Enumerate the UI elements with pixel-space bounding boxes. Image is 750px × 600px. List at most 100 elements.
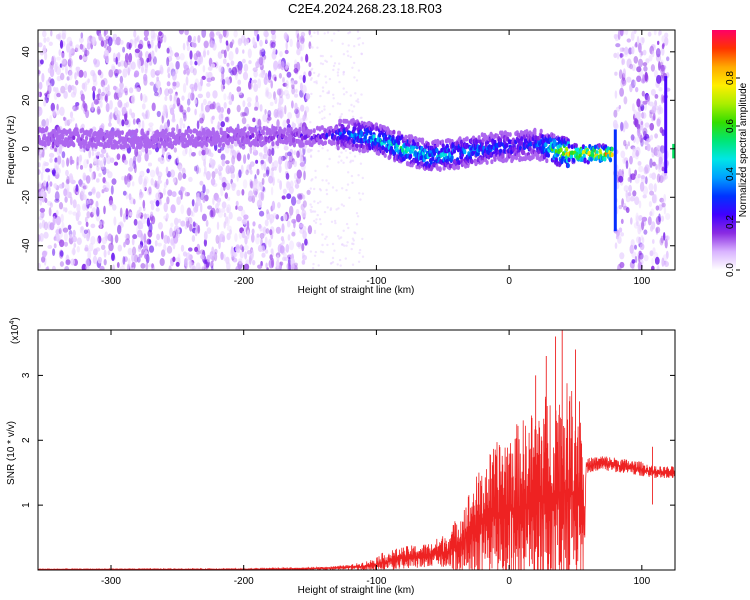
noise-cell: [278, 109, 285, 119]
noise-cell: [47, 185, 51, 194]
signal-cell: [190, 134, 195, 140]
noise-cell: [230, 145, 234, 154]
snr-panel: -300 -200 -100 0 100 123 Height of straight …: [6, 317, 676, 596]
noise-cell: [246, 250, 252, 255]
noise-cell: [187, 92, 193, 101]
noise-cell: [61, 58, 67, 65]
noise-cell: [174, 94, 178, 100]
noise-cell: [237, 205, 244, 212]
noise-cell: [54, 61, 59, 69]
noise-cell: [191, 199, 195, 207]
noise-cell: [105, 86, 108, 93]
noise-cell: [295, 30, 299, 39]
noise-cell: [82, 56, 88, 61]
noise-cell: [56, 92, 61, 98]
noise-cell: [228, 67, 232, 74]
noise-cell: [108, 69, 114, 78]
signal-cell: [475, 139, 479, 145]
noise-cell: [316, 213, 319, 217]
signal-cell: [406, 146, 410, 152]
noise-cell: [650, 147, 654, 153]
signal-cell: [487, 154, 491, 160]
signal-cell: [61, 134, 65, 140]
noise-cell: [122, 68, 128, 78]
noise-cell: [321, 62, 325, 66]
noise-cell: [345, 188, 348, 192]
signal-cell: [254, 136, 258, 142]
noise-cell: [356, 98, 360, 101]
signal-cell: [450, 155, 454, 160]
noise-cell: [252, 117, 256, 123]
colorbar-tick-label: 0.6: [725, 119, 736, 133]
noise-cell: [126, 263, 130, 270]
noise-cell: [306, 189, 311, 195]
noise-cell: [340, 151, 343, 154]
noise-cell: [172, 177, 176, 183]
noise-cell: [324, 75, 327, 78]
noise-cell: [638, 215, 643, 221]
noise-cell: [254, 106, 258, 111]
noise-cell: [299, 162, 305, 167]
noise-cell: [241, 230, 246, 239]
noise-cell: [258, 223, 262, 229]
signal-cell: [506, 131, 510, 137]
signal-cell: [218, 141, 222, 147]
streak-cell: [672, 143, 675, 159]
noise-cell: [264, 249, 269, 254]
noise-cell: [132, 160, 137, 169]
x-tick-label: 100: [633, 276, 650, 287]
signal-cell: [43, 142, 47, 148]
signal-cell: [56, 141, 60, 147]
noise-cell: [349, 55, 352, 59]
signal-cell: [221, 142, 226, 148]
noise-cell: [286, 118, 291, 125]
noise-cell: [56, 103, 59, 111]
noise-cell: [638, 165, 644, 173]
noise-cell: [123, 256, 128, 262]
noise-cell: [661, 43, 665, 50]
noise-cell: [268, 175, 274, 184]
signal-cell: [378, 132, 382, 138]
noise-cell: [190, 262, 195, 270]
noise-cell: [121, 119, 125, 127]
noise-cell: [654, 133, 658, 139]
noise-cell: [620, 218, 624, 224]
noise-cell: [117, 224, 122, 235]
noise-cell: [321, 233, 324, 236]
noise-cell: [358, 152, 361, 156]
signal-cell: [104, 143, 109, 149]
noise-cell: [630, 134, 635, 141]
noise-cell: [265, 169, 270, 177]
noise-cell: [173, 93, 178, 102]
noise-cell: [193, 42, 197, 48]
noise-cell: [161, 230, 164, 240]
noise-cell: [307, 225, 313, 235]
noise-cell: [87, 250, 92, 260]
noise-cell: [338, 258, 342, 262]
noise-cell: [361, 192, 365, 195]
noise-cell: [143, 213, 147, 220]
signal-cell: [283, 127, 287, 133]
noise-cell: [176, 229, 181, 239]
noise-cell: [308, 70, 312, 77]
noise-cell: [265, 36, 268, 44]
noise-cell: [59, 63, 63, 68]
signal-cell: [381, 145, 385, 151]
noise-cell: [641, 220, 645, 231]
noise-cell: [629, 173, 632, 184]
noise-cell: [111, 252, 115, 261]
noise-cell: [300, 31, 306, 38]
noise-cell: [659, 237, 664, 246]
signal-cell: [610, 152, 614, 158]
noise-cell: [319, 250, 323, 253]
snr-y-ticks: 123: [21, 372, 675, 508]
noise-cell: [202, 98, 207, 106]
noise-cell: [242, 58, 246, 64]
noise-cell: [248, 190, 254, 200]
noise-cell: [203, 238, 207, 247]
colorbar-gradient: [712, 30, 736, 270]
noise-cell: [652, 161, 656, 167]
noise-cell: [158, 31, 163, 37]
noise-cell: [658, 30, 662, 35]
